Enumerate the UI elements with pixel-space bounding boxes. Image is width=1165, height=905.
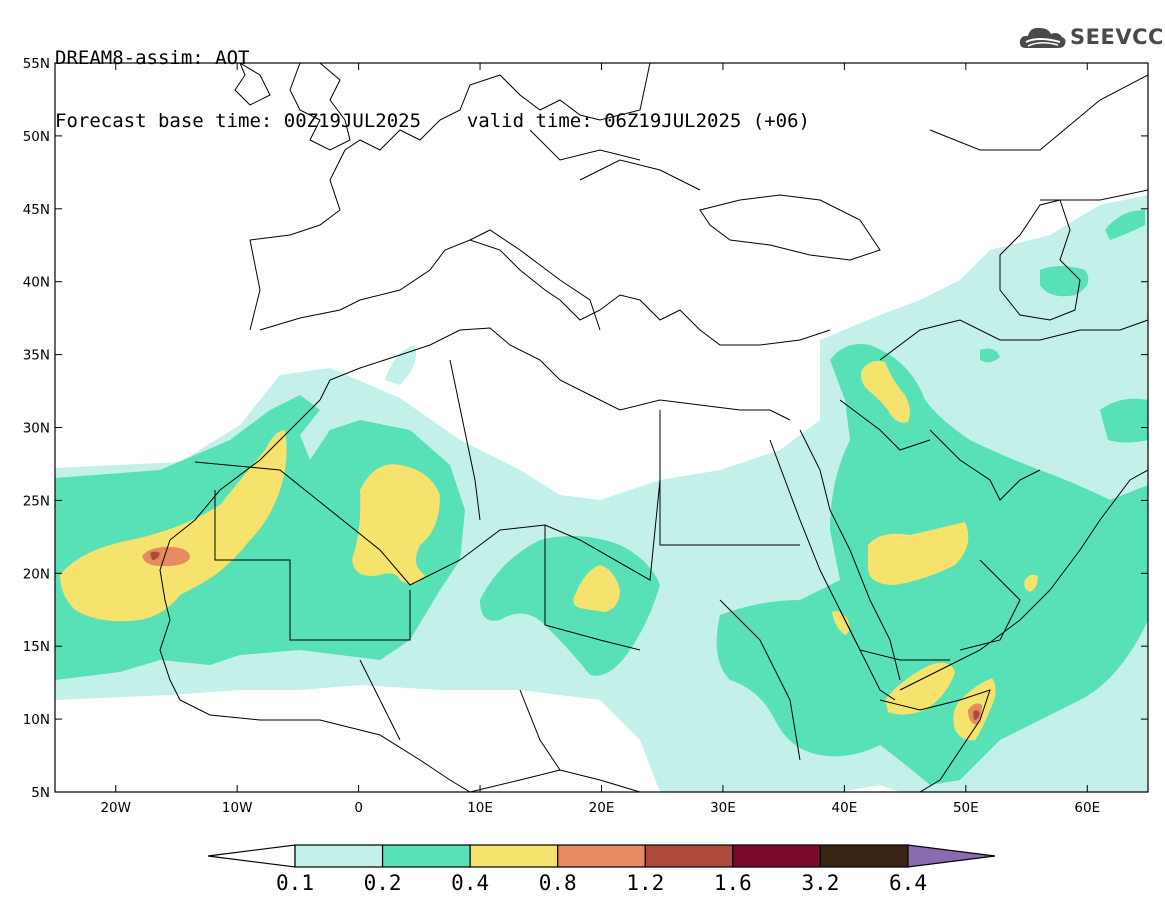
lon-tick-label: 10W [222, 800, 253, 816]
lon-tick-label: 40E [832, 800, 858, 816]
lon-tick-label: 30E [710, 800, 736, 816]
lon-tick-label: 20E [589, 800, 615, 816]
colorbar-level-label: 0.8 [538, 871, 577, 895]
colorbar [207, 844, 996, 868]
colorbar-high-arrow [907, 844, 996, 868]
lat-tick-label: 55N [23, 56, 50, 72]
lat-tick-label: 5N [31, 785, 50, 801]
colorbar-level-label: 3.2 [801, 871, 840, 895]
lat-tick-label: 15N [23, 639, 50, 655]
seevccc-logo: SEEVCCC [1018, 22, 1165, 56]
chart-header: DREAM8-assim: AOT Forecast base time: 00… [55, 6, 810, 153]
coastlines-borders [159, 63, 1148, 792]
lat-tick-label: 30N [23, 421, 50, 437]
colorbar-level-label: 1.2 [626, 871, 665, 895]
lon-tick-label: 20W [100, 800, 131, 816]
colorbar-segment [819, 844, 909, 868]
colorbar-segment [557, 844, 646, 868]
valid-time-label: valid time: 06Z19JUL2025 (+06) [466, 110, 810, 132]
colorbar-segment [469, 844, 559, 868]
colorbar-level-label: 0.1 [276, 871, 314, 895]
lat-tick-label: 10N [23, 712, 50, 728]
colorbar-level-label: 6.4 [889, 871, 927, 895]
colorbar-level-label: 1.6 [713, 871, 752, 895]
base-time-label: Forecast base time: 00Z19JUL2025 [55, 110, 422, 132]
logo-text: SEEVCCC [1070, 25, 1165, 49]
colorbar-level-label: 0.4 [451, 871, 490, 895]
lon-tick-label: 10E [467, 800, 493, 816]
lat-tick-label: 25N [23, 493, 50, 509]
lat-tick-label: 45N [23, 202, 50, 218]
aot-contours [55, 195, 1148, 792]
colorbar-segment [294, 844, 384, 868]
colorbar-low-arrow [207, 844, 296, 868]
cloud-icon [1019, 27, 1066, 48]
colorbar-segment [732, 844, 822, 868]
lat-tick-label: 35N [23, 348, 50, 364]
colorbar-level-label: 0.2 [363, 871, 402, 895]
latitude-axis: 55N 50N 45N 40N 35N 30N 25N 20N 15N 10N 5N [23, 56, 1148, 801]
colorbar-segment [644, 844, 734, 868]
aot-level-0.4 [60, 361, 1038, 741]
lon-tick-label: 60E [1074, 800, 1100, 816]
longitude-axis: 20W 10W 0 10E 20E 30E 40E 50E 60E [100, 63, 1100, 816]
colorbar-segment [381, 844, 471, 868]
lat-tick-label: 20N [23, 566, 50, 582]
lat-tick-label: 40N [23, 275, 50, 291]
time-line: Forecast base time: 00Z19JUL2025 valid t… [55, 111, 810, 132]
aot-level-1.2 [150, 551, 980, 720]
lon-tick-label: 0 [354, 800, 363, 816]
lat-tick-label: 50N [23, 129, 50, 145]
lon-tick-label: 50E [953, 800, 979, 816]
